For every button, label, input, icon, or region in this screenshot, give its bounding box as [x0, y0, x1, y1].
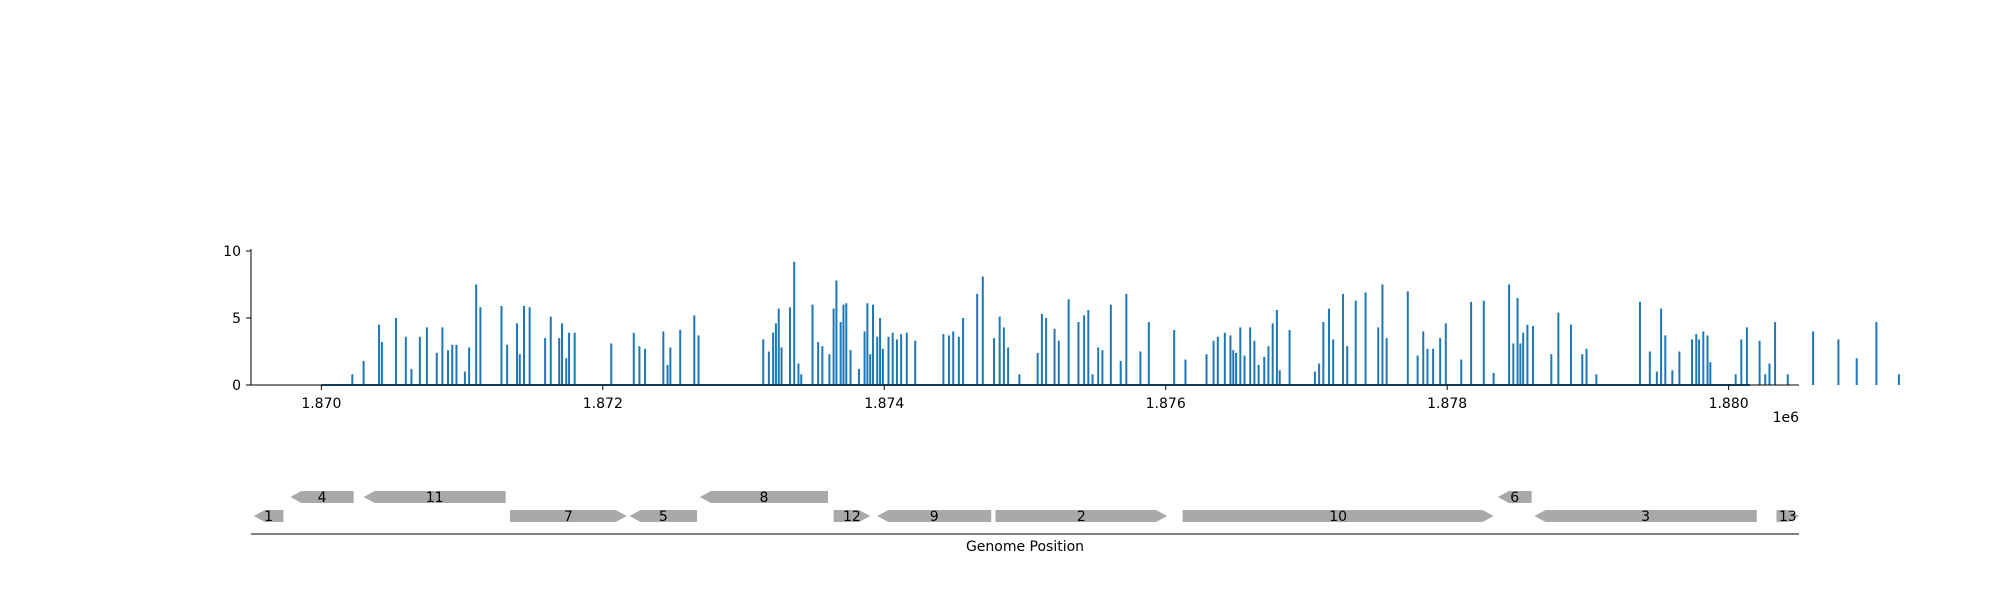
gene-label: 11 — [426, 490, 444, 506]
gene-arrow — [509, 510, 627, 522]
y-tick-label: 0 — [232, 378, 241, 394]
gene-arrow — [995, 510, 1168, 522]
x-offset-label: 1e6 — [1773, 410, 1800, 426]
gene-arrow — [253, 510, 284, 522]
gene-label: 8 — [759, 490, 768, 506]
gene-label: 3 — [1641, 509, 1650, 525]
gene-arrow — [1534, 510, 1757, 522]
x-axis-label: Genome Position — [966, 539, 1084, 555]
gene-track-panel: 1 4 11 7 5 8 12 9 2 10 6 3 13 Genome Position — [251, 490, 1799, 555]
x-tick-label: 1.874 — [864, 396, 904, 412]
gene-label: 12 — [843, 509, 861, 525]
coverage-panel: 0 5 10 1.870 1.872 1.874 1.876 1.878 1.880 1e6 — [223, 244, 1900, 426]
gene-label: 7 — [564, 509, 573, 525]
y-tick-label: 5 — [232, 311, 241, 327]
gene-arrow — [699, 491, 828, 503]
gene-label: 1 — [264, 509, 273, 525]
gene-label: 13 — [1779, 509, 1797, 525]
gene-arrow — [629, 510, 698, 522]
x-tick-label: 1.870 — [301, 396, 341, 412]
gene-label: 6 — [1510, 490, 1519, 506]
gene-arrow — [1497, 491, 1532, 503]
gene-arrow — [1776, 510, 1799, 522]
gene-arrow — [363, 491, 506, 503]
gene-arrow — [833, 510, 871, 522]
gene-arrow — [290, 491, 354, 503]
gene-label: 2 — [1077, 509, 1086, 525]
y-tick-label: 10 — [223, 244, 241, 260]
gene-label: 10 — [1329, 509, 1347, 525]
gene-label: 9 — [930, 509, 939, 525]
x-tick-label: 1.880 — [1709, 396, 1749, 412]
gene-label: 4 — [318, 490, 327, 506]
gene-arrow — [1182, 510, 1494, 522]
x-tick-label: 1.876 — [1146, 396, 1186, 412]
x-tick-label: 1.872 — [583, 396, 623, 412]
gene-arrow — [877, 510, 992, 522]
x-tick-label: 1.878 — [1427, 396, 1467, 412]
gene-label: 5 — [659, 509, 668, 525]
